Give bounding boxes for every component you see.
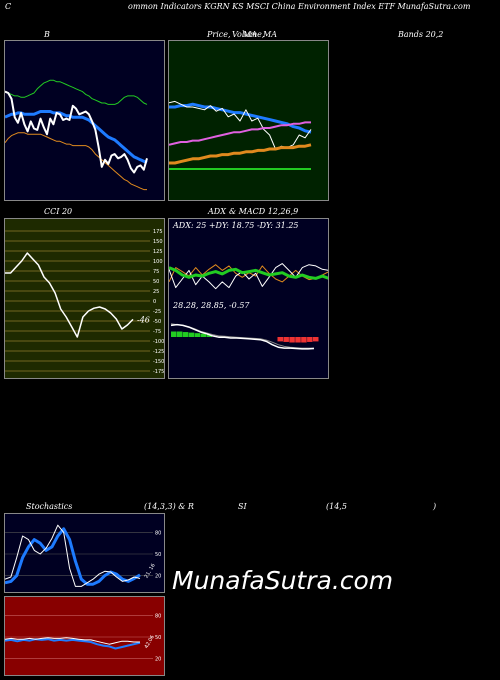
bollinger-panel [4, 40, 165, 201]
bollinger-chart [5, 79, 148, 191]
pma-title-mid: Volume, [232, 30, 265, 39]
macd-hist-bar [313, 337, 319, 342]
rsi-params: (14,5 [326, 502, 347, 511]
macd-hist-bar [176, 331, 183, 337]
ma-blue-line [169, 102, 312, 134]
macd-hist-bar [283, 337, 289, 342]
adx-values-label: ADX: 25 +DY: 18.75 -DY: 31.25 [172, 221, 299, 230]
macd-hist-bar [289, 337, 295, 343]
plus-di-line [169, 263, 328, 290]
macd-hist-bar [171, 331, 177, 337]
stoch-params: (14,3,3) & R [144, 502, 194, 511]
rsi-tick-label: 50 [155, 635, 161, 641]
rsi-chart: 80 50 20 42.06 [5, 613, 161, 663]
bb-title-right: Bands 20,2 [398, 30, 444, 39]
cci-tick-label: -100 [153, 339, 164, 345]
macd-hist-bar [200, 333, 207, 337]
cci-panel: 175 150 125 100 75 50 25 0 -25 -50 -75 -100 -125 -150… [4, 218, 165, 379]
stoch-title: Stochastics [26, 502, 73, 511]
stoch-tick-label: 50 [155, 552, 161, 558]
macd-line [170, 323, 315, 350]
cci-tick-label: -175 [153, 369, 164, 375]
macd-hist-bar [295, 337, 301, 343]
rsi-title: SI [238, 502, 247, 511]
cci-tick-label: 125 [153, 249, 163, 255]
cci-tick-label: 100 [153, 259, 163, 265]
cci-title: CCI 20 [44, 207, 73, 216]
cci-tick-label: -75 [153, 329, 161, 335]
rsi-line [5, 638, 141, 650]
rsi-signal-line [5, 637, 140, 645]
adx-macd-panel: ADX: 25 +DY: 18.75 -DY: 31.25 28.28, 28.8… [168, 218, 329, 379]
macd-hist-bar [194, 333, 201, 337]
lower-band-line [5, 132, 147, 191]
cci-tick-label: 150 [153, 239, 163, 245]
middle-band-line [5, 110, 148, 164]
cci-tick-label: -50 [153, 319, 161, 325]
bb-title-left: B [44, 30, 50, 39]
header-title: ommon Indicators KGRN KS MSCI China Envi… [128, 2, 471, 11]
macd-hist-bar [188, 332, 195, 337]
stoch-tick-label: 20 [155, 574, 161, 580]
cci-chart: 175 150 125 100 75 50 25 0 -25 -50 -75 -100 -125 -150… [5, 229, 164, 375]
header-letter: C [5, 2, 12, 11]
price-ma-chart [169, 100, 312, 170]
cci-tick-label: 175 [153, 229, 163, 235]
cci-tick-label: 25 [153, 289, 159, 295]
rsi-panel: 80 50 20 42.06 [4, 596, 165, 676]
price-ma-panel [168, 40, 329, 201]
adx-line [169, 266, 328, 280]
rsi-tick-label: 20 [155, 657, 161, 663]
watermark: MunafaSutra.com [172, 566, 394, 595]
cci-tick-label: -150 [153, 359, 164, 365]
stochastics-panel: 80 50 20 21, 16 [4, 513, 165, 593]
upper-band-line [5, 79, 148, 105]
cci-tick-label: 50 [153, 279, 159, 285]
cci-tick-label: -25 [153, 309, 161, 315]
adx-title: ADX [208, 207, 226, 216]
macd-hist-bar [206, 334, 212, 337]
rsi-tick-label: 80 [155, 613, 161, 619]
cci-tick-label: 75 [153, 269, 159, 275]
price-line [5, 90, 148, 174]
macd-title: & MACD 12,26,9 [229, 207, 299, 216]
stoch-d-line [5, 524, 141, 587]
macd-hist-bar [277, 337, 283, 342]
stoch-tick-label: 80 [155, 530, 161, 536]
cci-last-label: -46 [137, 315, 150, 324]
rsi-last-label: 42.06 [144, 634, 156, 649]
cci-tick-label: 0 [153, 299, 156, 305]
adx-macd-chart: ADX: 25 +DY: 18.75 -DY: 31.25 28.28, 28.8… [169, 221, 328, 350]
macd-hist-bar [301, 337, 307, 343]
stoch-k-line [5, 527, 141, 586]
pma-title-right: MA [263, 30, 277, 39]
pma-title-overlay: MA [243, 30, 257, 39]
macd-values-label: 28.28, 28.85, -0.57 [172, 301, 250, 310]
macd-hist-bar [307, 337, 313, 342]
macd-hist-bar [182, 332, 189, 337]
cci-tick-label: -125 [153, 349, 164, 355]
ma-orange-line [169, 143, 312, 165]
cci-line [5, 252, 134, 338]
rsi-paren: ) [433, 502, 437, 511]
pma-title-left: Price, [207, 30, 231, 39]
ma-pink-line [169, 121, 311, 146]
